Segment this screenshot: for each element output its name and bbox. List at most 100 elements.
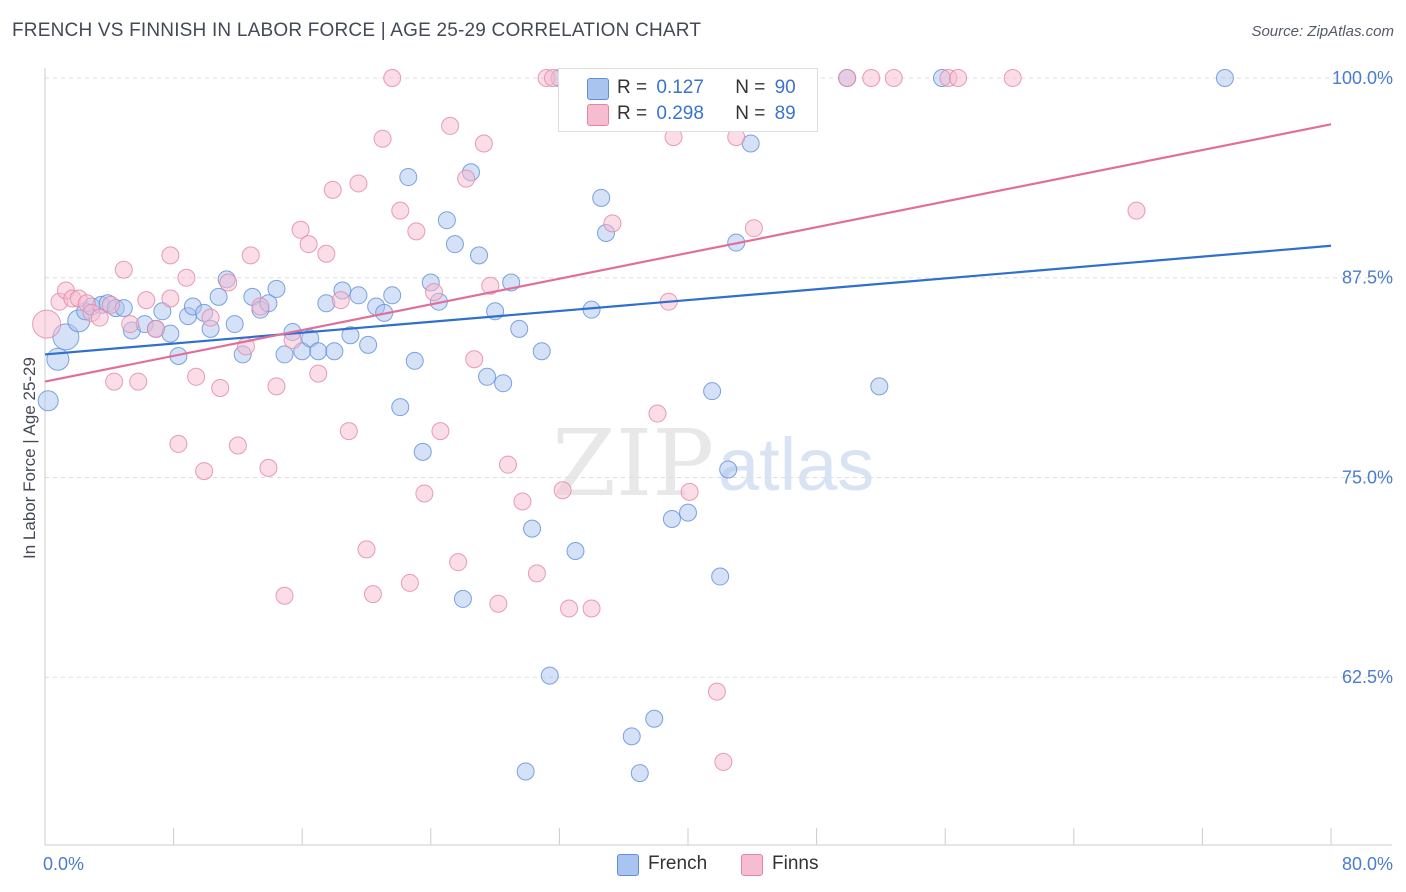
finns-point [407,222,426,241]
french-point [405,351,424,370]
finns-point [211,378,230,397]
french-point [437,211,456,230]
french-point [309,342,328,361]
watermark: ZIP atlas [552,410,874,517]
finns-point [121,315,140,334]
finns-point [219,273,238,292]
finns-point [744,219,763,238]
finns-point [259,458,278,477]
x-tick-label: 80.0% [1342,854,1393,874]
finns-point [415,484,434,503]
finns-point [383,68,402,87]
french-point [349,286,368,305]
french-point [645,709,664,728]
finns-point [465,350,484,369]
french-r-value: 0.127 [656,77,704,98]
finns-point [187,367,206,386]
legend-finns-swatch [741,854,763,876]
french-point [679,503,697,522]
finns-r-label: R = [617,103,648,124]
french-point [383,286,402,305]
french-stats: R = 0.127 N = 90 [617,77,796,99]
gridlines [45,77,1392,678]
finns-point [291,220,310,239]
finns-point [161,289,180,308]
legend-french-label: French [648,853,708,874]
french-point [662,510,681,529]
finns-point [114,260,133,279]
finns-point [1127,201,1146,220]
finns-point [707,682,726,701]
finns-point [169,434,188,453]
finns-point [373,129,392,148]
legend-french-swatch [617,854,639,876]
french-point [445,235,464,254]
french-point [267,279,286,298]
finns-point [317,244,336,263]
finns-stats: R = 0.298 N = 89 [617,103,796,125]
french-r-label: R = [617,77,648,98]
finns-r-value: 0.298 [656,103,704,124]
y-tick-label: 62.5% [1342,667,1393,687]
finns-point [391,201,410,220]
x-tick-label: 0.0% [43,854,84,874]
french-point [523,519,542,538]
finns-point [582,599,601,618]
finns-point [474,134,493,153]
finns-point [349,174,368,193]
finns-point [527,564,546,583]
finns-point [195,462,214,481]
finns-point [431,422,450,441]
finns-point [489,594,508,613]
french-point [225,315,244,334]
y-axis-label: In Labor Force | Age 25-29 [20,357,39,559]
finns-point [714,752,733,771]
axes [44,68,1392,846]
french-point [301,329,320,348]
finns-point [201,308,220,327]
finns-point [90,308,109,327]
finns-swatch [587,104,609,126]
french-point [630,764,649,783]
finns-point [357,540,376,559]
french-point [719,460,738,479]
finns-point [481,276,500,295]
finns-point [137,291,156,310]
y-tick-label: 100.0% [1332,68,1393,88]
finns-point [309,364,328,383]
french-point [453,589,472,608]
french-point [478,367,497,386]
french-point [46,347,70,371]
french-n-value: 90 [774,77,796,98]
french-point [516,762,535,781]
finns-point [129,372,148,391]
french-n-label: N = [735,77,766,98]
finns-point [498,455,517,474]
finns-point [241,246,260,265]
finns-point [884,68,903,87]
french-point [37,390,59,412]
data-points [32,68,1234,783]
finns-point [146,319,165,338]
finns-point [339,422,358,441]
finns-point [441,116,460,135]
french-swatch [587,78,609,100]
finns-point [105,372,124,391]
finns-point [299,235,318,254]
chart-title: FRENCH VS FINNISH IN LABOR FORCE | AGE 2… [12,20,702,41]
french-point [532,342,551,361]
finns-point [560,599,579,618]
finns-point [457,169,476,188]
french-point [413,442,432,461]
source-label: Source: ZipAtlas.com [1251,23,1394,40]
finns-trend-line [44,123,1332,383]
finns-point [425,283,444,302]
finns-point [101,295,120,314]
finns-point [363,585,382,604]
finns-point [949,68,968,87]
stats-legend: R = 0.127 N = 90 R = 0.298 N = 89 [558,68,818,132]
finns-point [177,268,196,287]
french-point [1215,68,1234,87]
watermark-zip: ZIP [552,410,714,517]
series-finns [32,68,1146,771]
